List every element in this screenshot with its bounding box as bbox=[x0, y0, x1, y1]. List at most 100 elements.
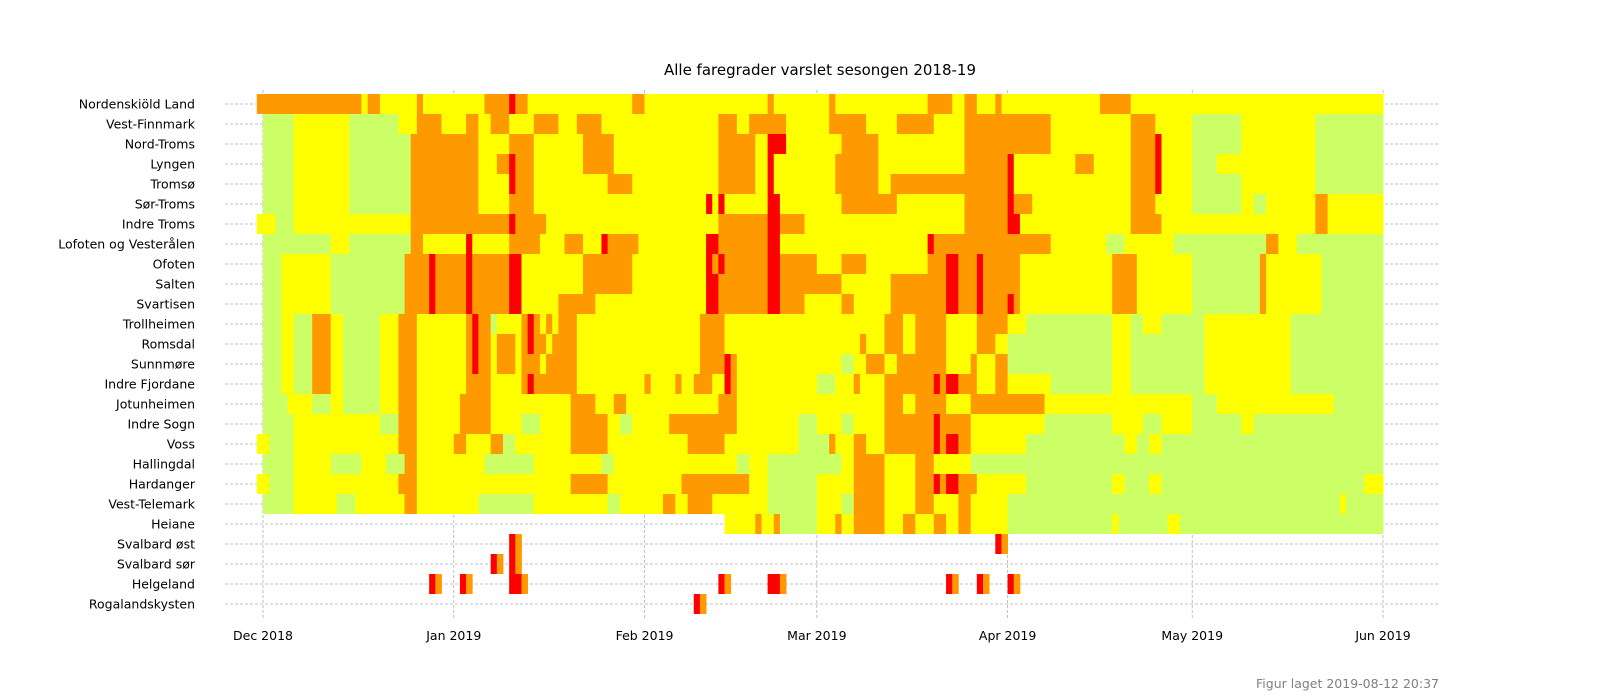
heatmap-cell bbox=[1266, 234, 1279, 254]
heatmap-cell bbox=[521, 314, 529, 334]
heatmap-cell bbox=[724, 574, 732, 594]
heatmap-cell bbox=[946, 514, 959, 534]
heatmap-cell bbox=[644, 94, 769, 114]
heatmap-cell bbox=[915, 474, 935, 494]
heatmap-cell bbox=[626, 394, 719, 414]
heatmap-cell bbox=[293, 134, 350, 154]
heatmap-cell bbox=[1007, 174, 1015, 194]
heatmap-cell bbox=[724, 434, 799, 454]
heatmap-cell bbox=[293, 154, 350, 174]
heatmap-cell bbox=[995, 94, 1002, 114]
heatmap-cell bbox=[466, 294, 473, 314]
y-tick-label: Trollheimen bbox=[122, 317, 195, 332]
y-tick-label: Hallingdal bbox=[133, 457, 195, 472]
heatmap-cell bbox=[583, 134, 615, 154]
heatmap-cell bbox=[1253, 194, 1267, 214]
heatmap-cell bbox=[1026, 314, 1113, 334]
heatmap-cell bbox=[607, 494, 621, 514]
heatmap-cell bbox=[767, 194, 781, 214]
heatmap-cell bbox=[884, 334, 904, 354]
heatmap-cell bbox=[718, 114, 738, 134]
heatmap-cell bbox=[890, 274, 947, 294]
heatmap-cell bbox=[1143, 354, 1205, 374]
heatmap-cell bbox=[533, 194, 707, 214]
heatmap-cell bbox=[515, 434, 572, 454]
heatmap-cell bbox=[878, 154, 965, 174]
x-tick-label: Feb 2019 bbox=[616, 628, 674, 643]
heatmap-cell bbox=[441, 114, 467, 134]
heatmap-cell bbox=[958, 254, 978, 274]
heatmap-cell bbox=[1216, 154, 1316, 174]
heatmap-cell bbox=[416, 214, 510, 234]
heatmap-cell bbox=[398, 394, 418, 414]
heatmap-cell bbox=[933, 494, 959, 514]
heatmap-cell bbox=[632, 274, 707, 294]
heatmap-cell bbox=[1290, 374, 1384, 394]
heatmap-cell bbox=[263, 274, 282, 294]
heatmap-cell bbox=[779, 214, 805, 234]
heatmap-cell bbox=[281, 274, 332, 294]
heatmap-cell bbox=[1241, 414, 1255, 434]
heatmap-cell bbox=[293, 194, 350, 214]
heatmap-cell bbox=[263, 494, 295, 514]
heatmap-cell bbox=[1315, 114, 1384, 134]
heatmap-cell bbox=[1204, 374, 1292, 394]
heatmap-cell bbox=[779, 274, 842, 294]
heatmap-cell bbox=[515, 334, 522, 354]
heatmap-cell bbox=[349, 114, 399, 134]
heatmap-cell bbox=[718, 254, 725, 274]
x-tick-label: Jun 2019 bbox=[1354, 628, 1410, 643]
heatmap-cell bbox=[478, 314, 492, 334]
heatmap-cell bbox=[724, 194, 769, 214]
heatmap-cell bbox=[509, 214, 516, 234]
heatmap-cell bbox=[866, 334, 885, 354]
heatmap-cell bbox=[853, 374, 861, 394]
heatmap-cell bbox=[1112, 514, 1119, 534]
heatmap-cell bbox=[970, 514, 1009, 534]
heatmap-cell bbox=[939, 474, 947, 494]
heatmap-cell bbox=[521, 274, 584, 294]
heatmap-cell bbox=[767, 474, 818, 494]
heatmap-cell bbox=[330, 274, 405, 294]
heatmap-cell bbox=[607, 174, 633, 194]
heatmap-cell bbox=[712, 374, 725, 394]
heatmap-cell bbox=[490, 114, 510, 134]
heatmap-cell bbox=[964, 134, 1052, 154]
heatmap-cell bbox=[1321, 254, 1384, 274]
heatmap-cell bbox=[521, 354, 541, 374]
heatmap-cell bbox=[946, 314, 978, 334]
heatmap-cell bbox=[878, 134, 965, 154]
heatmap-cell bbox=[1192, 114, 1242, 134]
heatmap-cell bbox=[1143, 334, 1205, 354]
heatmap-cell bbox=[958, 374, 978, 394]
x-tick-label: Apr 2019 bbox=[979, 628, 1036, 643]
heatmap-cell bbox=[1019, 254, 1113, 274]
heatmap-cell bbox=[859, 334, 867, 354]
heatmap-cell bbox=[509, 274, 522, 294]
heatmap-cell bbox=[964, 154, 1009, 174]
heatmap-cell bbox=[1346, 494, 1384, 514]
heatmap-cell bbox=[1038, 334, 1113, 354]
heatmap-cell bbox=[1093, 154, 1132, 174]
heatmap-cell bbox=[583, 234, 602, 254]
heatmap-cell bbox=[1007, 214, 1021, 234]
heatmap-cell bbox=[472, 334, 479, 354]
heatmap-cell bbox=[1315, 194, 1329, 214]
y-tick-label: Tromsø bbox=[149, 177, 195, 192]
heatmap-cell bbox=[706, 294, 719, 314]
heatmap-cell bbox=[466, 234, 473, 254]
heatmap-cell bbox=[755, 514, 762, 534]
heatmap-cell bbox=[933, 414, 941, 434]
heatmap-cell bbox=[343, 314, 381, 334]
heatmap-cell bbox=[1124, 234, 1175, 254]
heatmap-cell bbox=[946, 434, 959, 454]
x-axis-labels: Dec 2018 Jan 2019 Feb 2019 Mar 2019 Apr 2019… bbox=[233, 628, 1411, 643]
heatmap-cell bbox=[570, 394, 596, 414]
heatmap-cell bbox=[933, 114, 965, 134]
heatmap-cell bbox=[946, 394, 972, 414]
heatmap-cell bbox=[798, 414, 818, 434]
heatmap-cell bbox=[521, 374, 529, 394]
heatmap-cell bbox=[1327, 194, 1384, 214]
heatmap-cell bbox=[706, 234, 719, 254]
heatmap-cell bbox=[601, 234, 609, 254]
